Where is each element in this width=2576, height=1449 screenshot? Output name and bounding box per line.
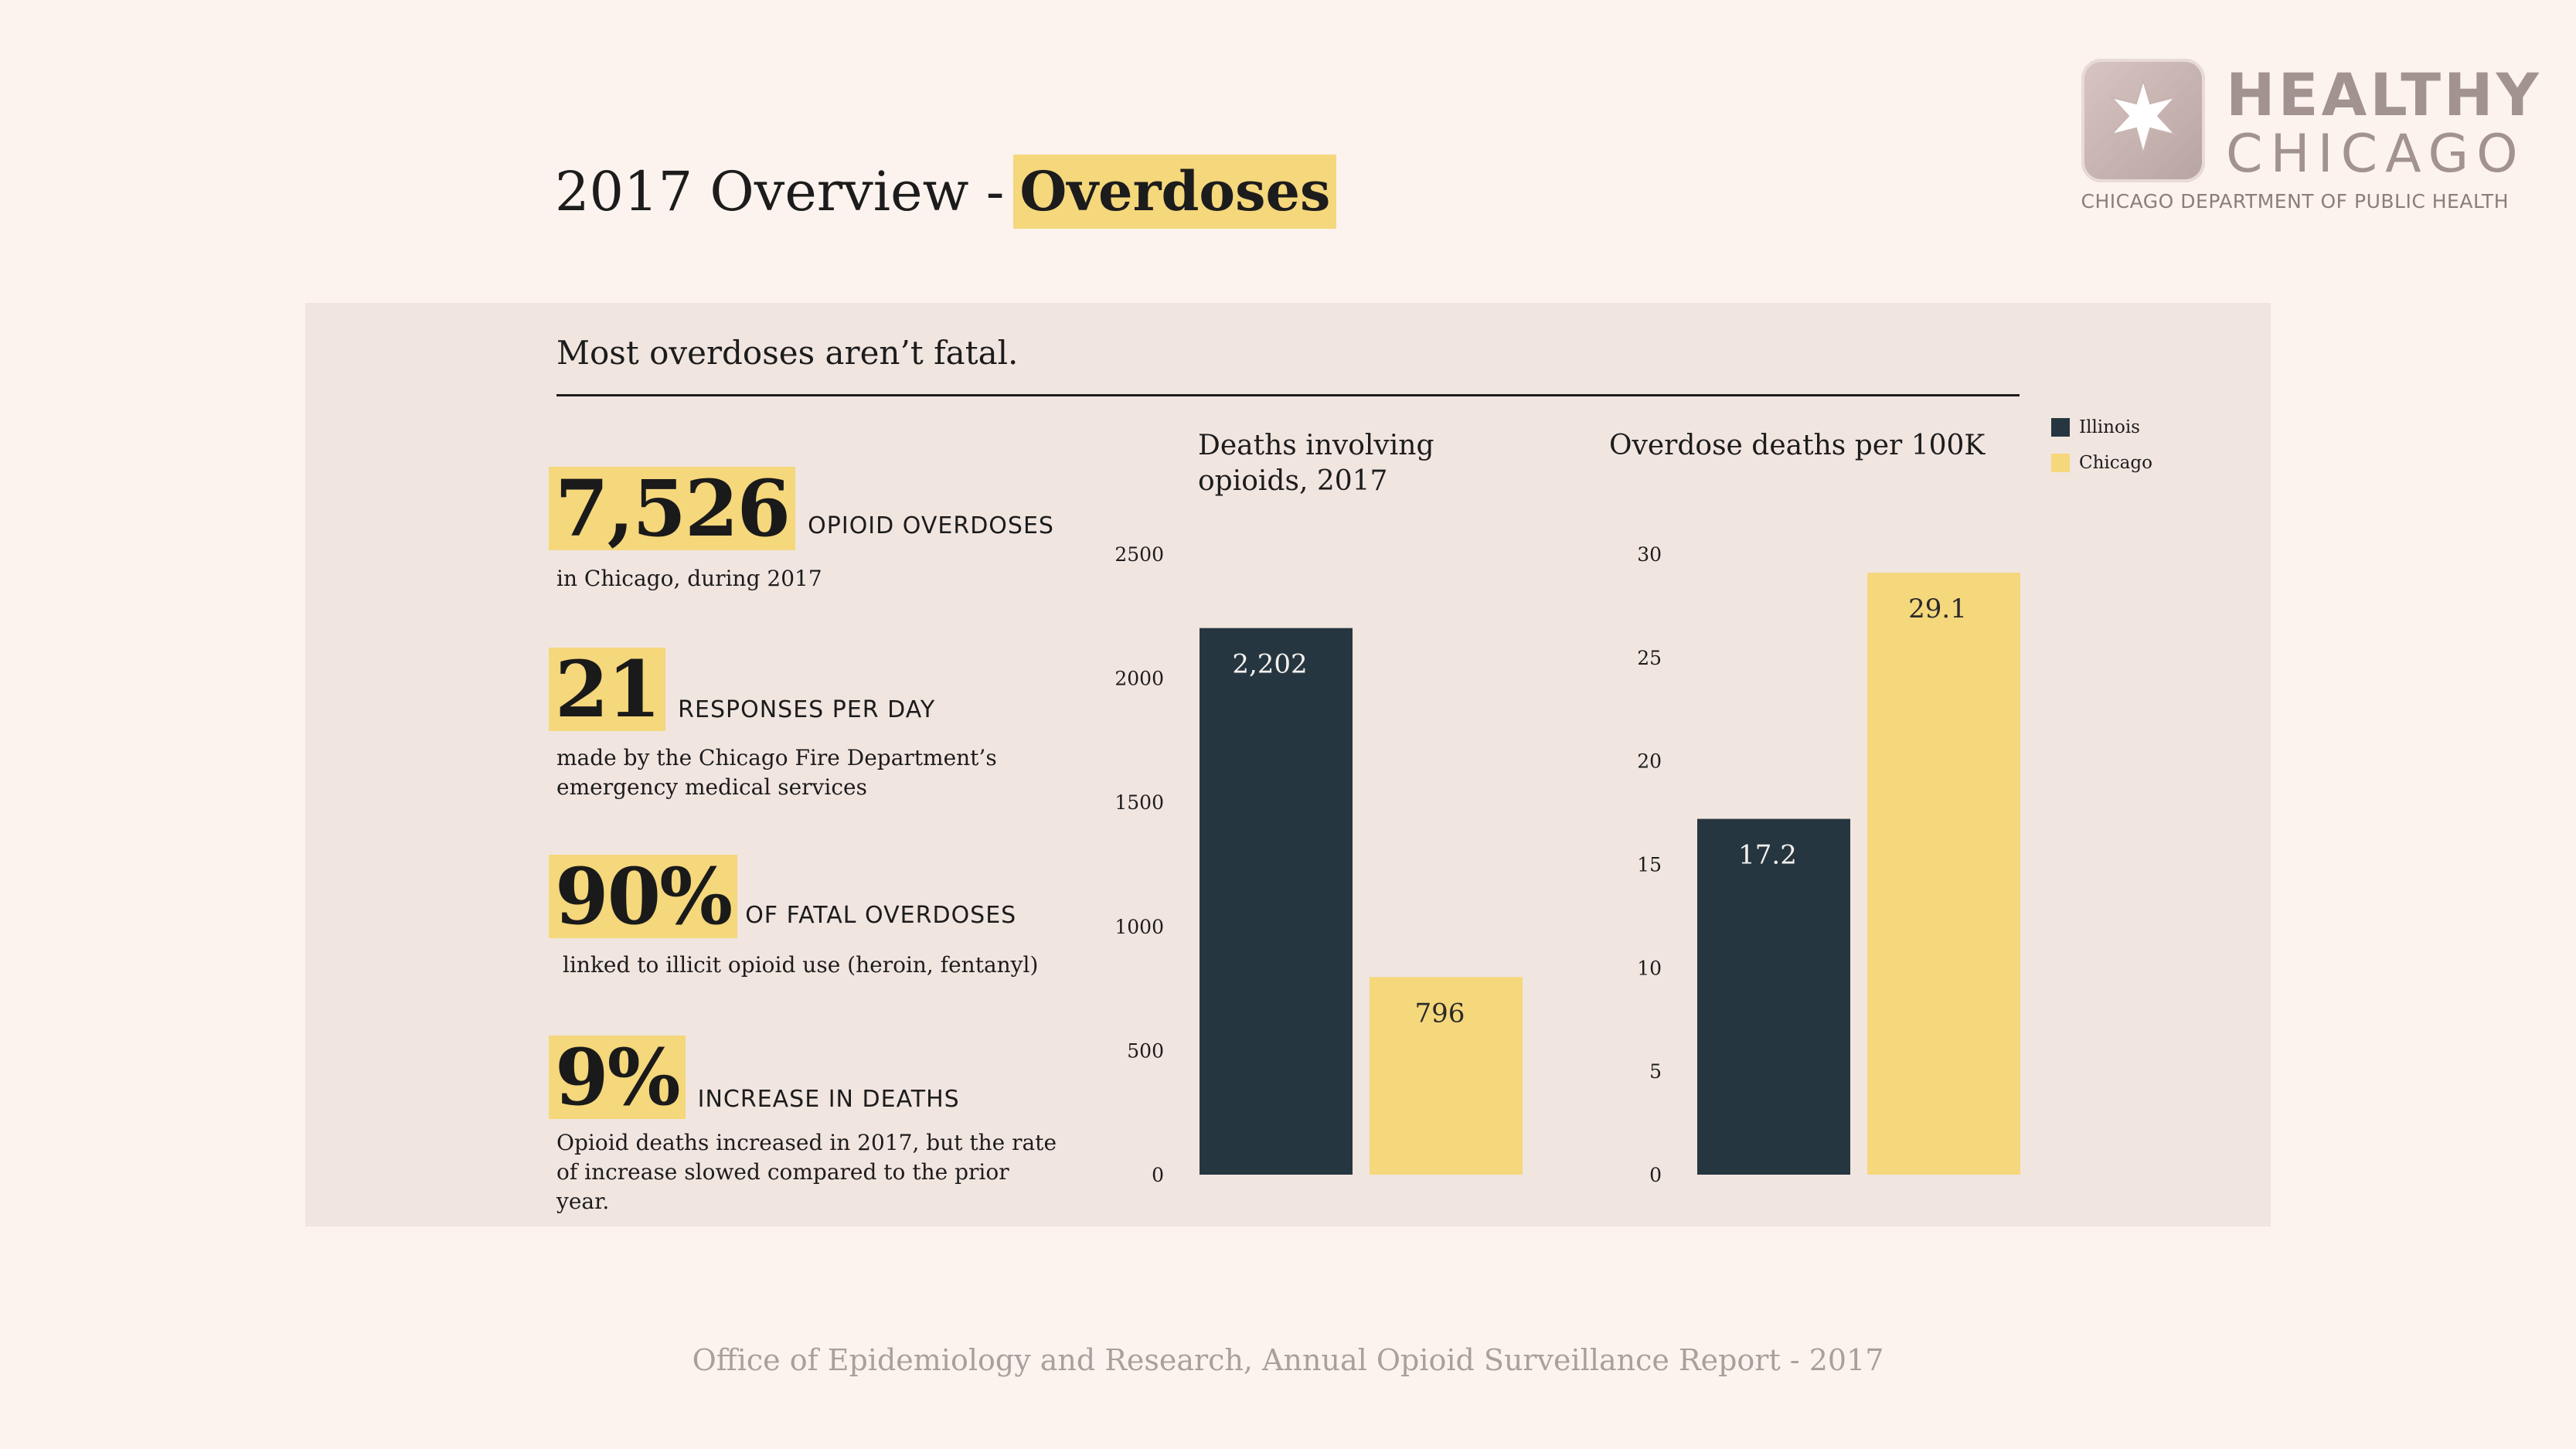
stat-caption: OPIOID OVERDOSES [808, 512, 1054, 539]
chart-title-deaths: Deaths involving opioids, 2017 [1198, 430, 1434, 497]
stat-value: 21 [549, 648, 666, 731]
legend-label: Chicago [2079, 453, 2152, 473]
panel-heading: Most overdoses aren’t fatal. [556, 334, 1019, 372]
page-title: 2017 Overview - Overdoses [555, 151, 1337, 232]
y-tick-label: 2000 [1114, 668, 1164, 690]
y-tick-label: 2500 [1114, 543, 1164, 566]
stat-overdoses: 7,526 OPIOID OVERDOSES [549, 467, 1054, 550]
bar-data-label: 796 [1415, 998, 1465, 1029]
legend-item-illinois: Illinois [2051, 417, 2152, 437]
stat-value: 9% [549, 1036, 686, 1119]
bar-data-label: 2,202 [1232, 649, 1307, 680]
bar-chicago [1867, 573, 2020, 1175]
bar-data-label: 29.1 [1908, 594, 1967, 624]
stat-caption: OF FATAL OVERDOSES [745, 902, 1017, 929]
bar-chicago [1370, 977, 1523, 1175]
y-tick-label: 5 [1649, 1060, 1662, 1083]
footer-source: Office of Epidemiology and Research, Ann… [692, 1343, 1884, 1377]
page-title-prefix: 2017 Overview - [555, 160, 1005, 223]
chart-title-rate: Overdose deaths per 100K [1609, 430, 1986, 461]
legend-item-chicago: Chicago [2051, 453, 2152, 473]
bar-illinois [1697, 818, 1850, 1175]
stat-caption: INCREASE IN DEATHS [697, 1086, 960, 1113]
legend-swatch [2051, 454, 2070, 472]
stat-description: in Chicago, during 2017 [556, 566, 822, 591]
y-tick-label: 30 [1637, 543, 1662, 566]
logo-chicago-text: CHICAGO [2226, 124, 2526, 185]
bar-illinois [1200, 628, 1353, 1175]
stat-caption: RESPONSES PER DAY [678, 696, 936, 723]
stat-responses: 21 RESPONSES PER DAY [549, 648, 935, 731]
stat-fatal: 90% OF FATAL OVERDOSES [549, 855, 1016, 938]
logo-badge [2081, 59, 2205, 182]
page-title-highlight: Overdoses [1013, 155, 1337, 229]
star-icon [2109, 77, 2177, 156]
legend-label: Illinois [2079, 417, 2140, 437]
y-tick-label: 20 [1637, 750, 1662, 773]
y-tick-label: 1000 [1114, 916, 1164, 938]
y-tick-label: 0 [1649, 1164, 1662, 1186]
stat-description: Opioid deaths increased in 2017, but the… [556, 1130, 1057, 1214]
legend-swatch [2051, 418, 2070, 437]
y-tick-label: 10 [1637, 957, 1662, 979]
stat-increase: 9% INCREASE IN DEATHS [549, 1036, 960, 1119]
stat-value: 7,526 [549, 467, 796, 550]
panel-divider [556, 394, 2020, 396]
stat-description: made by the Chicago Fire Department’s em… [556, 745, 997, 800]
logo-department-text: CHICAGO DEPARTMENT OF PUBLIC HEALTH [2081, 190, 2509, 213]
y-tick-label: 15 [1637, 854, 1662, 876]
stat-description: linked to illicit opioid use (heroin, fe… [563, 952, 1039, 978]
y-tick-label: 500 [1127, 1039, 1164, 1062]
bar-data-label: 17.2 [1738, 840, 1797, 871]
y-tick-label: 0 [1152, 1164, 1164, 1186]
y-tick-label: 1500 [1114, 791, 1164, 814]
chart-legend: Illinois Chicago [2051, 417, 2152, 473]
stat-value: 90% [549, 855, 738, 938]
y-tick-label: 25 [1637, 647, 1662, 669]
logo-healthy-text: HEALTHY [2226, 60, 2542, 129]
